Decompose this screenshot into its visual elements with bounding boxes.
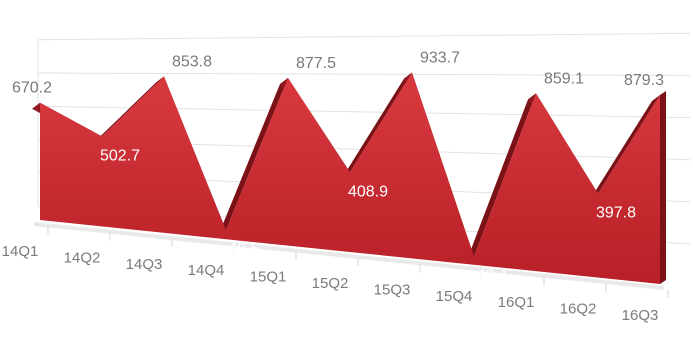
x-tick-label: 16Q1: [498, 294, 535, 311]
x-tick-label: 15Q4: [436, 288, 473, 305]
data-label: 408.9: [348, 183, 388, 200]
x-tick-label: 15Q1: [250, 269, 287, 286]
area-top-edge: [466, 93, 536, 263]
gridline: [37, 72, 691, 76]
x-tick-label: 15Q3: [374, 281, 411, 298]
data-label: 933.7: [420, 50, 460, 67]
area-side-face: [660, 90, 666, 284]
data-label: 879.3: [624, 72, 664, 89]
area-top-edge: [218, 77, 288, 237]
x-tick-label: 14Q4: [188, 262, 225, 279]
x-tick-label: 16Q3: [622, 307, 659, 324]
x-tick-label: 16Q2: [560, 301, 597, 318]
x-tick-label: 14Q2: [64, 249, 101, 266]
area-top-edge: [94, 76, 164, 143]
data-label: 859.1: [544, 70, 584, 87]
x-axis: 14Q1 14Q2 14Q3 14Q4 15Q1 15Q2 15Q3 15Q4 16Q1 16Q2…: [2, 226, 669, 324]
data-label: 853.8: [172, 54, 212, 71]
data-label: 877.5: [296, 55, 336, 72]
x-tick-label: 14Q1: [2, 243, 39, 260]
gridline: [37, 32, 691, 41]
area-face: [40, 72, 660, 285]
floor-edge: [34, 222, 664, 290]
x-tick-label: 15Q2: [312, 275, 349, 292]
area-top-edge: [590, 94, 660, 200]
data-label: 397.8: [596, 205, 636, 222]
data-labels: 670.2 502.7 853.8 48.5 877.5 408.9 933.7 40.4 85…: [12, 50, 664, 285]
data-label: 48.5: [228, 241, 259, 258]
data-label: 670.2: [12, 80, 52, 97]
area-series: [34, 72, 664, 290]
area-top-edge: [342, 72, 412, 179]
x-tick-label: 14Q3: [126, 256, 163, 273]
data-label: 502.7: [100, 147, 140, 164]
data-label: 40.4: [476, 268, 507, 285]
